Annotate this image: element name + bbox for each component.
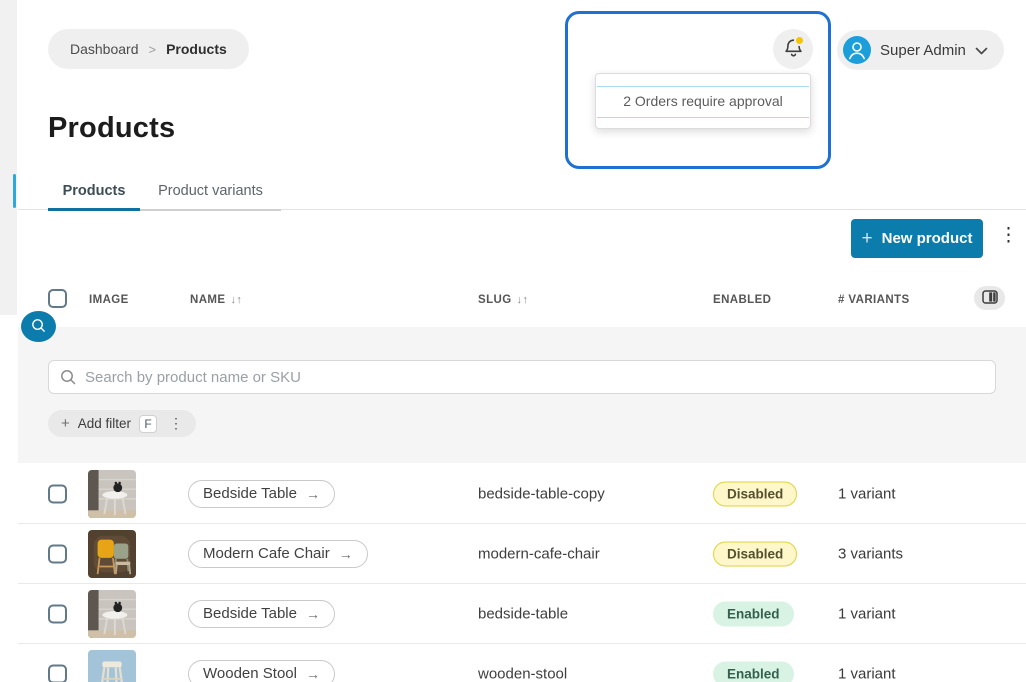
- user-menu[interactable]: Super Admin: [837, 30, 1004, 70]
- column-header-enabled: ENABLED: [713, 294, 772, 306]
- sidebar-sliver: [0, 0, 17, 315]
- search-icon: [30, 317, 47, 337]
- column-header-image: IMAGE: [89, 294, 129, 306]
- product-name: Bedside Table: [203, 605, 297, 622]
- user-name: Super Admin: [880, 41, 966, 59]
- product-name: Wooden Stool: [203, 665, 297, 682]
- notification-popup[interactable]: 2 Orders require approval: [595, 73, 811, 129]
- page-title: Products: [48, 112, 176, 144]
- breadcrumb: Dashboard > Products: [48, 29, 249, 69]
- status-badge: Disabled: [713, 541, 798, 566]
- notification-message: 2 Orders require approval: [623, 93, 783, 109]
- sidebar-active-indicator: [13, 174, 16, 208]
- columns-icon: [981, 289, 998, 307]
- shortcut-key-badge: F: [139, 414, 158, 433]
- product-name-link[interactable]: Modern Cafe Chair →: [188, 539, 368, 568]
- product-thumbnail[interactable]: [88, 589, 136, 638]
- product-thumbnail[interactable]: [88, 529, 136, 578]
- variant-count: 1 variant: [838, 485, 896, 502]
- avatar: [843, 36, 871, 64]
- column-settings-button[interactable]: [974, 286, 1005, 310]
- arrow-right-icon: →: [305, 665, 320, 682]
- sort-icon[interactable]: ↓↑: [230, 294, 243, 306]
- product-thumbnail[interactable]: [88, 469, 136, 518]
- arrow-right-icon: →: [338, 545, 353, 562]
- product-name-link[interactable]: Bedside Table →: [188, 599, 335, 628]
- product-slug: bedside-table: [478, 605, 569, 622]
- variant-count: 1 variant: [838, 665, 896, 682]
- product-name-link[interactable]: Bedside Table →: [188, 479, 335, 508]
- column-header-slug-label: SLUG: [478, 294, 512, 306]
- status-badge: Enabled: [713, 661, 794, 682]
- product-name-link[interactable]: Wooden Stool →: [188, 659, 335, 682]
- row-checkbox[interactable]: [48, 484, 67, 503]
- column-header-name-label: NAME: [190, 294, 226, 306]
- tab-products[interactable]: Products: [48, 172, 140, 211]
- plus-icon: +: [61, 415, 70, 432]
- plus-icon: +: [861, 227, 873, 249]
- notifications-button[interactable]: [773, 29, 813, 69]
- products-table-body: Bedside Table → bedside-table-copy Disab…: [18, 464, 1026, 682]
- product-slug: modern-cafe-chair: [478, 545, 600, 562]
- select-all-checkbox[interactable]: [48, 289, 67, 308]
- status-badge: Enabled: [713, 601, 794, 626]
- variant-count: 1 variant: [838, 605, 896, 622]
- row-checkbox[interactable]: [48, 604, 67, 623]
- table-row: Wooden Stool → wooden-stool Enabled 1 va…: [18, 644, 1026, 682]
- table-row: Modern Cafe Chair → modern-cafe-chair Di…: [18, 524, 1026, 584]
- table-row: Bedside Table → bedside-table-copy Disab…: [18, 464, 1026, 524]
- add-filter-label: Add filter: [77, 416, 132, 431]
- column-header-name: NAME ↓↑: [190, 294, 242, 306]
- tab-product-variants[interactable]: Product variants: [140, 172, 281, 211]
- sort-icon[interactable]: ↓↑: [516, 294, 529, 306]
- column-header-variants: # VARIANTS: [838, 294, 910, 306]
- status-badge: Disabled: [713, 481, 798, 506]
- variant-count: 3 variants: [838, 545, 904, 562]
- breadcrumb-separator: >: [148, 41, 157, 57]
- product-slug: wooden-stool: [478, 665, 568, 682]
- notification-dot: [794, 35, 805, 46]
- tab-bar: Products Product variants: [18, 172, 1026, 211]
- column-header-slug: SLUG ↓↑: [478, 294, 528, 306]
- row-checkbox[interactable]: [48, 544, 67, 563]
- popup-divider-top: [597, 86, 809, 87]
- new-product-label: New product: [881, 230, 973, 247]
- product-slug: bedside-table-copy: [478, 485, 605, 502]
- chevron-down-icon: [975, 43, 988, 58]
- popup-divider-bottom: [597, 117, 809, 118]
- filter-panel: + Add filter F ⋮: [18, 327, 1026, 463]
- arrow-right-icon: →: [305, 605, 320, 622]
- new-product-button[interactable]: + New product: [851, 219, 983, 258]
- arrow-right-icon: →: [305, 485, 320, 502]
- search-input-wrap: [48, 360, 996, 394]
- product-name: Modern Cafe Chair: [203, 545, 330, 562]
- search-input[interactable]: [48, 360, 996, 394]
- search-fab-button[interactable]: [21, 311, 56, 342]
- breadcrumb-current: Products: [166, 41, 227, 57]
- page-menu-kebab-icon[interactable]: ⋮: [999, 225, 1018, 246]
- breadcrumb-dashboard-link[interactable]: Dashboard: [70, 41, 139, 57]
- product-name: Bedside Table: [203, 485, 297, 502]
- add-filter-button[interactable]: + Add filter F ⋮: [48, 410, 197, 437]
- table-row: Bedside Table → bedside-table Enabled 1 …: [18, 584, 1026, 644]
- filter-menu-kebab-icon[interactable]: ⋮: [169, 415, 184, 431]
- row-checkbox[interactable]: [48, 664, 67, 682]
- product-thumbnail[interactable]: [88, 649, 136, 682]
